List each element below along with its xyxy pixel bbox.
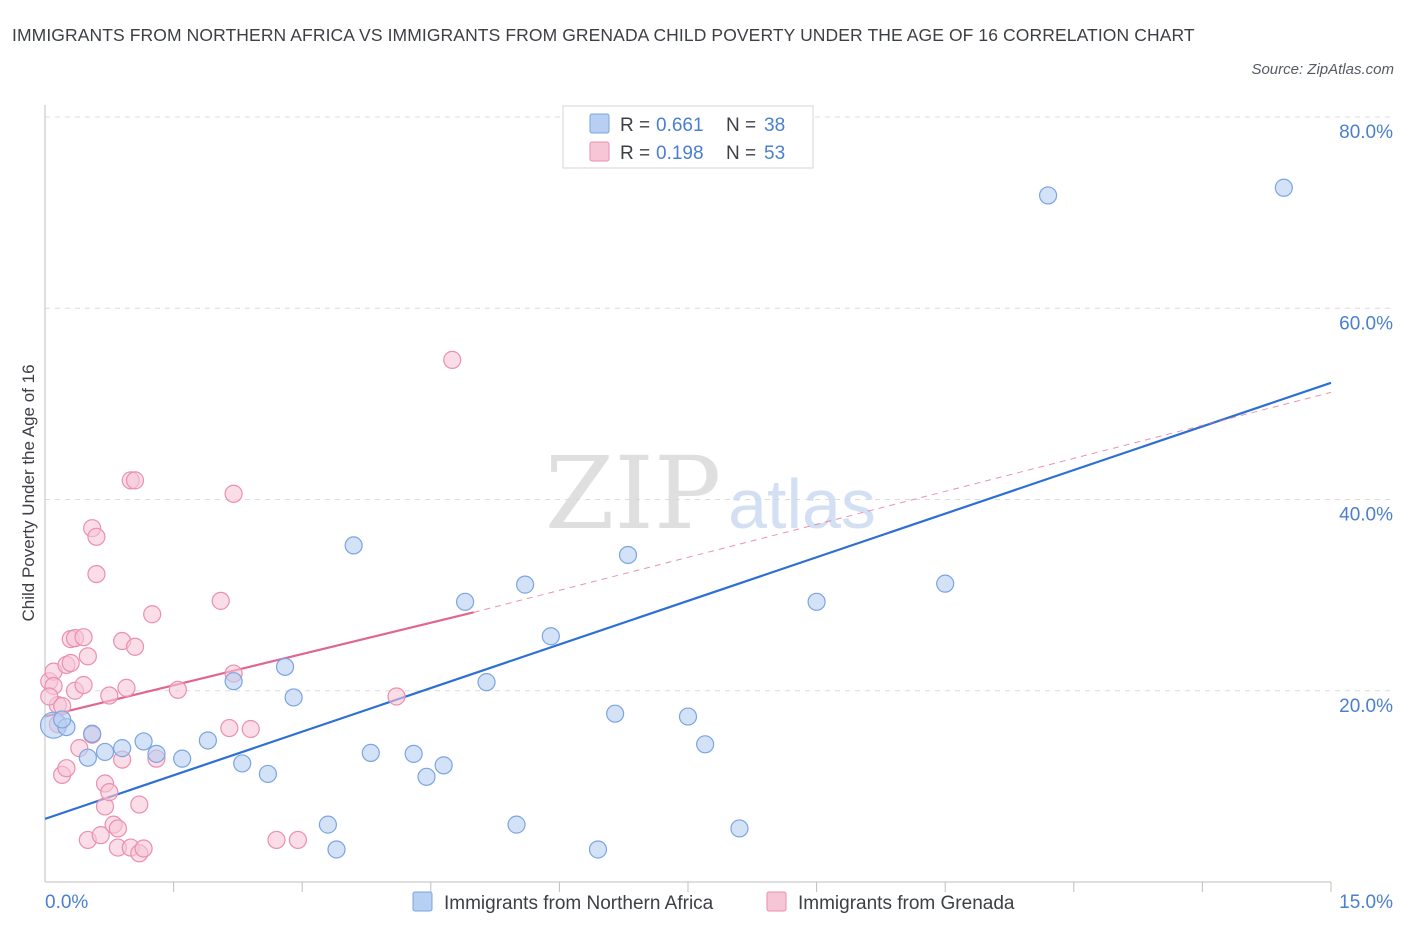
point-grenada	[143, 605, 162, 624]
gridlines	[45, 116, 1394, 692]
legend-r-label-2: R =	[620, 143, 650, 164]
point-grenada	[220, 718, 239, 738]
point-northern-africa	[1274, 178, 1293, 197]
point-northern-africa	[730, 819, 749, 838]
series-northern-africa-points	[39, 178, 1293, 859]
point-northern-africa	[233, 754, 252, 773]
y-tick-labels: 20.0% 40.0% 60.0% 80.0%	[1339, 122, 1393, 717]
bottom-legend-label-blue: Immigrants from Northern Africa	[444, 893, 714, 914]
point-grenada	[74, 628, 93, 647]
point-grenada	[108, 819, 127, 838]
watermark-atlas: atlas	[728, 465, 876, 543]
point-northern-africa	[516, 575, 535, 594]
bottom-legend-swatch-blue	[412, 891, 433, 912]
y-axis-label: Child Poverty Under the Age of 16	[19, 364, 38, 621]
legend-swatch-pink	[589, 141, 610, 162]
point-northern-africa	[807, 592, 826, 611]
series-grenada-points	[40, 350, 462, 863]
point-grenada	[125, 637, 145, 656]
watermark-zip: ZIP	[545, 435, 721, 552]
point-northern-africa	[455, 592, 475, 611]
point-northern-africa	[78, 748, 97, 767]
point-northern-africa	[53, 710, 72, 729]
point-grenada	[87, 527, 106, 546]
point-grenada	[100, 783, 119, 802]
point-grenada	[130, 795, 149, 814]
point-northern-africa	[83, 724, 102, 743]
point-northern-africa	[224, 672, 243, 691]
point-northern-africa	[284, 688, 303, 707]
point-northern-africa	[507, 815, 526, 834]
point-northern-africa	[618, 545, 638, 565]
point-northern-africa	[588, 840, 608, 859]
point-northern-africa	[417, 767, 436, 786]
point-grenada	[241, 719, 260, 739]
point-northern-africa	[1038, 186, 1058, 205]
point-northern-africa	[936, 574, 955, 593]
point-northern-africa	[173, 749, 192, 768]
point-northern-africa	[147, 744, 166, 763]
point-grenada	[168, 680, 187, 699]
point-grenada	[40, 687, 59, 706]
legend-n-label-2: N =	[726, 143, 756, 164]
legend-n-label-1: N =	[726, 115, 756, 136]
legend-r-value-1: 0.661	[656, 115, 704, 136]
point-grenada	[61, 653, 80, 673]
point-northern-africa	[198, 731, 217, 750]
legend-r-value-2: 0.198	[656, 143, 704, 164]
point-northern-africa	[606, 704, 625, 723]
point-grenada	[87, 564, 106, 584]
y-tick-label: 80.0%	[1339, 122, 1393, 143]
point-northern-africa	[361, 743, 380, 763]
bottom-legend: Immigrants from Northern Africa Immigran…	[412, 891, 1015, 914]
point-northern-africa	[344, 536, 363, 555]
point-grenada	[78, 647, 97, 666]
point-grenada	[224, 484, 243, 503]
point-northern-africa	[275, 657, 295, 676]
chart-title: IMMIGRANTS FROM NORTHERN AFRICA VS IMMIG…	[12, 25, 1195, 45]
point-grenada	[134, 839, 153, 858]
source-label: Source: ZipAtlas.com	[1251, 61, 1394, 78]
legend-r-label-1: R =	[620, 115, 650, 136]
point-northern-africa	[404, 744, 423, 763]
point-northern-africa	[696, 735, 715, 754]
point-grenada	[57, 759, 76, 778]
point-grenada	[443, 350, 462, 369]
trendline-grenada-extension	[473, 391, 1332, 613]
point-grenada	[91, 826, 110, 845]
point-northern-africa	[318, 815, 338, 834]
legend-n-value-1: 38	[764, 115, 785, 136]
point-grenada	[125, 471, 145, 490]
bottom-legend-label-pink: Immigrants from Grenada	[798, 893, 1015, 914]
y-tick-label: 20.0%	[1339, 696, 1393, 717]
legend-swatch-blue	[589, 113, 610, 134]
point-northern-africa	[327, 840, 346, 859]
point-grenada	[211, 591, 230, 610]
point-northern-africa	[134, 732, 153, 751]
point-northern-africa	[95, 742, 115, 762]
x-tick-max: 15.0%	[1339, 892, 1393, 913]
point-grenada	[100, 686, 119, 705]
x-tick-min: 0.0%	[45, 892, 88, 913]
point-northern-africa	[113, 739, 132, 758]
trendline-northern-africa	[44, 381, 1332, 820]
point-grenada	[267, 830, 286, 850]
y-tick-label: 40.0%	[1339, 505, 1393, 526]
point-northern-africa	[434, 756, 453, 775]
point-grenada	[387, 687, 406, 706]
point-northern-africa	[258, 764, 278, 784]
point-northern-africa	[678, 707, 698, 726]
top-legend: R = 0.661 N = 38 R = 0.198 N = 53	[562, 105, 814, 169]
y-tick-label: 60.0%	[1339, 313, 1393, 334]
point-northern-africa	[477, 673, 496, 692]
point-grenada	[288, 830, 308, 850]
bottom-legend-swatch-pink	[766, 891, 787, 912]
point-grenada	[74, 675, 93, 695]
point-grenada	[117, 678, 136, 697]
x-ticks	[173, 882, 1332, 892]
point-northern-africa	[541, 627, 560, 646]
legend-n-value-2: 53	[764, 143, 785, 164]
